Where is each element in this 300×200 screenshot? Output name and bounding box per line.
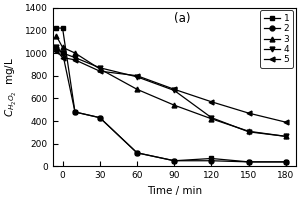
3 (55, 35, 58, 37)
5 (210, 101, 213, 103)
Line: 2: 2 (54, 46, 288, 164)
2 (61, 52, 64, 54)
X-axis label: Time / min: Time / min (147, 186, 202, 196)
1 (61, 27, 64, 29)
2 (172, 160, 176, 162)
5 (73, 59, 77, 61)
Line: 1: 1 (54, 26, 288, 164)
5 (55, 50, 58, 52)
1 (247, 161, 250, 163)
3 (73, 52, 77, 54)
5 (247, 112, 250, 114)
4 (210, 116, 213, 119)
4 (55, 46, 58, 49)
1 (135, 152, 139, 154)
1 (73, 111, 77, 113)
2 (73, 111, 77, 113)
1 (98, 116, 102, 119)
1 (172, 160, 176, 162)
1 (210, 157, 213, 160)
5 (61, 56, 64, 59)
3 (98, 68, 102, 70)
4 (61, 52, 64, 54)
2 (247, 161, 250, 163)
4 (247, 131, 250, 133)
2 (55, 47, 58, 50)
2 (135, 152, 139, 154)
3 (135, 88, 139, 91)
2 (284, 161, 288, 163)
3 (284, 135, 288, 138)
4 (98, 67, 102, 69)
Y-axis label: $C_{H_2O_2}$  mg/L: $C_{H_2O_2}$ mg/L (4, 57, 19, 117)
4 (284, 135, 288, 138)
4 (172, 89, 176, 92)
2 (210, 160, 213, 162)
4 (73, 56, 77, 59)
3 (61, 46, 64, 49)
2 (98, 116, 102, 119)
3 (172, 104, 176, 106)
Line: 5: 5 (54, 48, 288, 125)
1 (284, 161, 288, 163)
Line: 3: 3 (54, 34, 288, 139)
3 (210, 118, 213, 120)
3 (247, 130, 250, 132)
5 (135, 75, 139, 77)
5 (98, 70, 102, 72)
Line: 4: 4 (54, 45, 288, 139)
4 (135, 76, 139, 78)
Legend: 1, 2, 3, 4, 5: 1, 2, 3, 4, 5 (260, 10, 293, 68)
5 (284, 121, 288, 123)
1 (55, 27, 58, 29)
Text: (a): (a) (174, 12, 191, 25)
5 (172, 88, 176, 91)
